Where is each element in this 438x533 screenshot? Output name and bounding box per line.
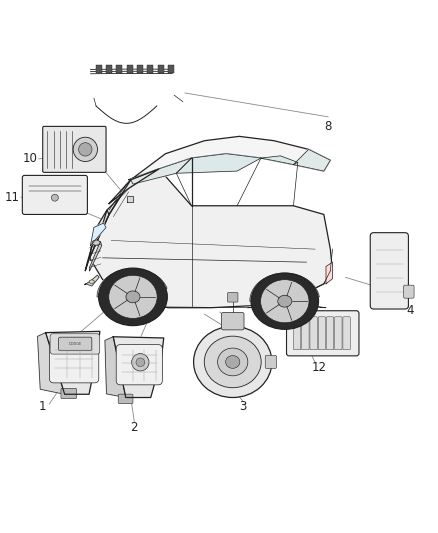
FancyBboxPatch shape xyxy=(265,356,276,368)
Polygon shape xyxy=(85,210,109,271)
FancyBboxPatch shape xyxy=(61,388,77,399)
Polygon shape xyxy=(46,332,100,394)
Text: 10: 10 xyxy=(23,152,38,165)
Polygon shape xyxy=(90,223,106,246)
Polygon shape xyxy=(177,154,261,173)
Polygon shape xyxy=(129,136,330,180)
FancyBboxPatch shape xyxy=(43,126,106,172)
FancyBboxPatch shape xyxy=(343,317,350,350)
Polygon shape xyxy=(97,269,168,308)
Polygon shape xyxy=(127,196,133,203)
FancyBboxPatch shape xyxy=(50,334,100,354)
Polygon shape xyxy=(89,169,159,258)
FancyBboxPatch shape xyxy=(49,340,99,383)
Circle shape xyxy=(73,137,98,161)
Text: 4: 4 xyxy=(407,304,414,317)
Bar xyxy=(137,65,143,72)
Text: 2: 2 xyxy=(131,422,138,434)
Polygon shape xyxy=(131,158,191,184)
Bar xyxy=(116,65,122,72)
Ellipse shape xyxy=(251,273,318,329)
Text: 3: 3 xyxy=(239,400,247,413)
Ellipse shape xyxy=(99,268,167,326)
Text: 1: 1 xyxy=(39,400,46,413)
FancyBboxPatch shape xyxy=(286,311,359,356)
Bar xyxy=(127,65,133,72)
Ellipse shape xyxy=(204,336,261,387)
Ellipse shape xyxy=(218,348,248,376)
FancyBboxPatch shape xyxy=(335,317,342,350)
Bar xyxy=(147,65,153,72)
Polygon shape xyxy=(113,337,164,398)
Bar xyxy=(168,65,174,72)
Ellipse shape xyxy=(194,326,272,398)
FancyBboxPatch shape xyxy=(310,317,317,350)
Ellipse shape xyxy=(109,276,157,318)
Bar xyxy=(158,65,164,72)
FancyBboxPatch shape xyxy=(293,317,301,350)
Bar xyxy=(95,65,102,73)
Circle shape xyxy=(132,353,149,371)
Polygon shape xyxy=(89,241,102,271)
Polygon shape xyxy=(109,169,159,204)
Circle shape xyxy=(136,358,145,367)
Ellipse shape xyxy=(92,240,100,245)
Ellipse shape xyxy=(226,356,240,368)
FancyBboxPatch shape xyxy=(59,337,92,351)
Polygon shape xyxy=(261,156,298,165)
FancyBboxPatch shape xyxy=(22,175,88,214)
FancyBboxPatch shape xyxy=(227,293,238,302)
FancyBboxPatch shape xyxy=(326,317,334,350)
FancyBboxPatch shape xyxy=(118,394,133,403)
Polygon shape xyxy=(326,262,332,284)
Polygon shape xyxy=(89,169,332,308)
FancyBboxPatch shape xyxy=(370,233,408,309)
Polygon shape xyxy=(85,275,99,286)
Circle shape xyxy=(51,194,58,201)
Text: 11: 11 xyxy=(5,191,20,204)
Ellipse shape xyxy=(89,280,94,284)
Text: DODGE: DODGE xyxy=(68,342,81,346)
Circle shape xyxy=(79,143,92,156)
Text: 8: 8 xyxy=(325,120,332,133)
Ellipse shape xyxy=(126,291,140,303)
Text: 12: 12 xyxy=(312,361,327,374)
FancyBboxPatch shape xyxy=(116,344,162,385)
FancyBboxPatch shape xyxy=(318,317,325,350)
Polygon shape xyxy=(38,333,65,394)
Ellipse shape xyxy=(278,295,292,307)
FancyBboxPatch shape xyxy=(222,312,244,330)
Polygon shape xyxy=(248,273,326,308)
Ellipse shape xyxy=(261,280,309,323)
Polygon shape xyxy=(105,337,126,398)
FancyBboxPatch shape xyxy=(404,285,414,298)
Bar xyxy=(106,65,112,72)
FancyBboxPatch shape xyxy=(302,317,309,350)
Polygon shape xyxy=(293,149,330,171)
